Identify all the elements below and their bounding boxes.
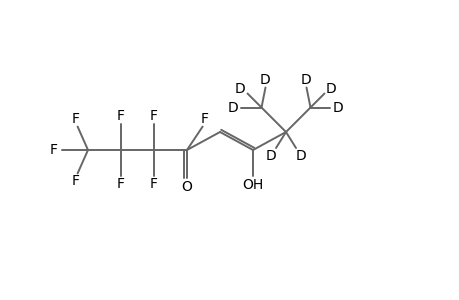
Text: D: D <box>265 149 276 163</box>
Text: OH: OH <box>242 178 263 192</box>
Text: D: D <box>301 73 311 86</box>
Text: F: F <box>50 143 58 157</box>
Text: D: D <box>235 82 246 95</box>
Text: F: F <box>72 112 79 126</box>
Text: O: O <box>181 180 192 194</box>
Text: D: D <box>295 149 306 163</box>
Text: F: F <box>117 109 125 123</box>
Text: F: F <box>117 177 125 191</box>
Text: F: F <box>200 112 208 126</box>
Text: D: D <box>325 82 336 95</box>
Text: F: F <box>72 174 79 188</box>
Text: F: F <box>150 109 157 123</box>
Text: D: D <box>332 100 343 115</box>
Text: D: D <box>228 100 238 115</box>
Text: F: F <box>150 177 157 191</box>
Text: D: D <box>259 73 270 86</box>
